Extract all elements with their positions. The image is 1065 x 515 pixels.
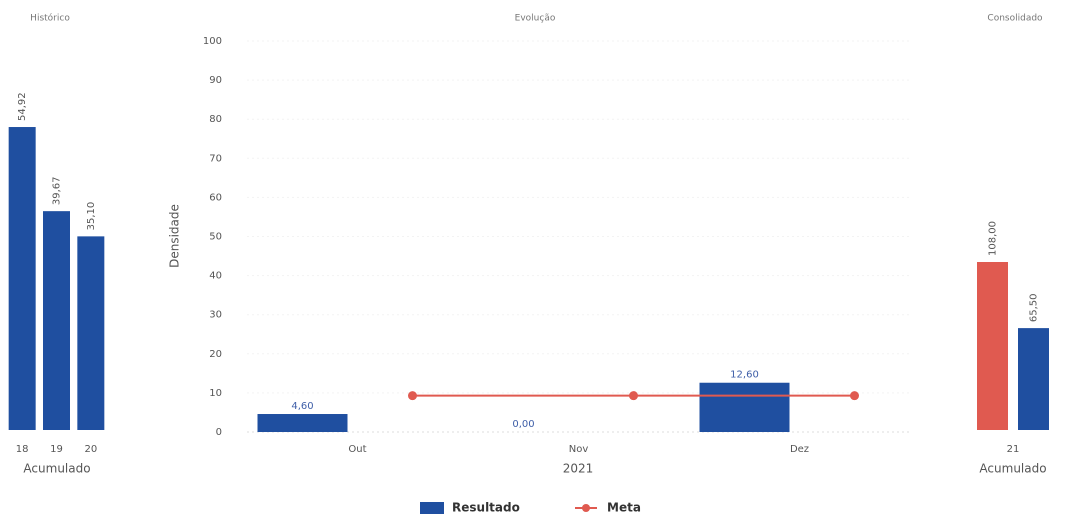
y-tick-label: 30 <box>209 310 222 321</box>
x-tick-label: Out <box>348 444 366 455</box>
y-tick-label: 10 <box>209 388 222 399</box>
value-label: 65,50 <box>1029 293 1040 322</box>
y-axis-label: Densidade <box>168 204 182 268</box>
y-tick-label: 80 <box>209 114 222 125</box>
y-tick-label: 100 <box>203 36 222 47</box>
value-label: 4,60 <box>291 401 313 412</box>
chart-title: Histórico <box>30 13 70 24</box>
y-tick-label: 40 <box>209 271 222 282</box>
y-tick-label: 70 <box>209 153 222 164</box>
legend-label: Resultado <box>452 501 520 515</box>
y-tick-label: 0 <box>216 427 222 438</box>
y-tick-label: 20 <box>209 349 222 360</box>
x-tick-label: 21 <box>1007 444 1020 455</box>
bar <box>1018 328 1049 430</box>
value-label: 54,92 <box>17 92 28 121</box>
bar <box>43 211 70 430</box>
x-tick-label: 18 <box>16 444 29 455</box>
y-tick-label: 90 <box>209 75 222 86</box>
x-tick-label: 19 <box>50 444 63 455</box>
legend-swatch <box>420 502 444 514</box>
y-tick-label: 60 <box>209 192 222 203</box>
value-label: 12,60 <box>730 370 759 381</box>
chart-title: Consolidado <box>987 14 1043 24</box>
x-axis-label: Acumulado <box>979 462 1046 476</box>
legend-marker <box>582 504 590 512</box>
bar <box>977 262 1008 430</box>
x-axis-label: 2021 <box>563 462 594 476</box>
x-tick-label: Nov <box>569 444 589 455</box>
bar <box>8 127 36 431</box>
legend-label: Meta <box>607 501 641 515</box>
value-label: 108,00 <box>988 221 999 256</box>
bar <box>257 414 348 432</box>
meta-point <box>408 391 417 401</box>
value-label: 0,00 <box>512 419 534 430</box>
meta-point <box>629 391 638 401</box>
y-tick-label: 50 <box>209 232 222 243</box>
value-label: 35,10 <box>86 202 97 231</box>
bar <box>77 236 105 430</box>
meta-point <box>850 391 859 401</box>
chart-title: Evolução <box>515 14 556 24</box>
x-tick-label: 20 <box>84 444 97 455</box>
bar <box>699 382 790 432</box>
value-label: 39,67 <box>52 177 63 206</box>
x-tick-label: Dez <box>790 444 809 455</box>
x-axis-label: Acumulado <box>23 462 90 476</box>
